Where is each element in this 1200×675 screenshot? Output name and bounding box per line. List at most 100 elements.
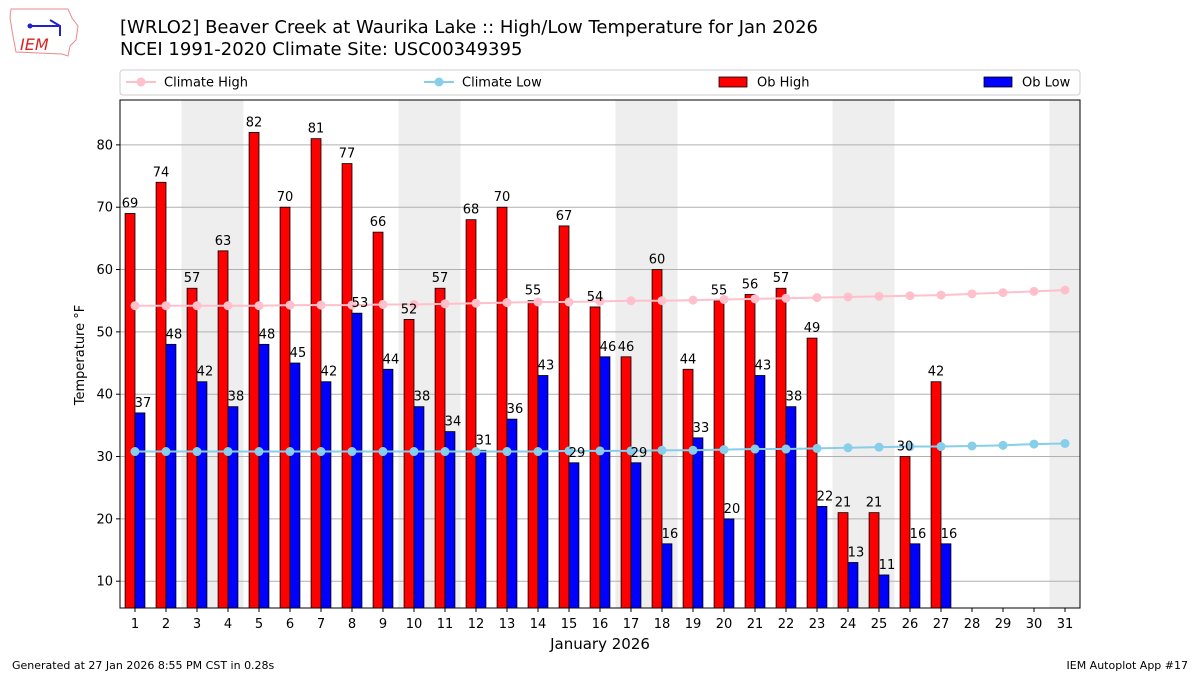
climate-low-point [936,442,946,452]
ob-high-label: 54 [587,290,604,305]
ob-low-label: 48 [166,327,183,342]
climate-high-point [843,292,853,302]
climate-low-point [812,443,822,453]
ob-low-label: 11 [879,558,896,573]
x-tick-label: 18 [654,617,671,632]
ob-low-label: 31 [476,433,493,448]
climate-high-point [285,300,295,310]
climate-low-point [502,447,512,457]
ob-low-label: 33 [693,421,710,436]
x-tick-label: 7 [317,617,325,632]
climate-low-point [626,446,636,456]
climate-high-point [161,301,171,311]
ob-low-bar [258,343,270,609]
climate-high-point [1060,285,1070,295]
climate-low-point [1060,438,1070,448]
climate-high-point [533,297,543,307]
ob-low-label: 45 [290,346,307,361]
footer-app: IEM Autoplot App #17 [1066,659,1189,672]
ob-high-label: 57 [432,271,449,286]
climate-high-point [440,299,450,309]
ob-low-label: 16 [662,527,679,542]
ob-high-label: 42 [928,365,945,380]
ob-low-bar [320,381,332,609]
x-tick-label: 11 [437,617,454,632]
ob-high-label: 44 [680,352,697,367]
ob-high-bar [558,225,570,609]
ob-high-bar [651,269,663,609]
ob-high-bar [155,181,167,609]
climate-high-point [564,297,574,307]
y-axis-label: Temperature °F [73,305,88,406]
ob-high-bar [341,163,353,609]
legend-ob-high: Ob High [757,76,810,91]
ob-high-label: 56 [742,277,759,292]
ob-high-label: 81 [308,122,325,137]
ob-low-label: 20 [724,502,741,517]
ob-low-label: 42 [197,365,214,380]
climate-low-point [874,442,884,452]
x-tick-label: 3 [193,617,201,632]
climate-low-point [564,446,574,456]
ob-low-bar [134,412,146,609]
ob-low-bar [568,462,580,609]
ob-low-bar [847,562,859,609]
climate-low-point [533,447,543,457]
x-tick-label: 27 [933,617,950,632]
climate-low-point [130,447,140,457]
ob-low-label: 34 [445,415,462,430]
legend-climate-low: Climate Low [462,76,542,91]
ob-high-bar [372,231,384,609]
ob-high-label: 46 [618,340,635,355]
ob-high-bar [620,356,632,609]
climate-low-point [905,442,915,452]
ob-high-label: 21 [835,496,852,511]
iem-logo: IEM [8,6,80,62]
ob-high-label: 82 [246,115,263,130]
ob-low-bar [289,362,301,609]
ob-high-label: 30 [897,440,914,455]
ob-low-bar [599,356,611,609]
climate-high-point [130,301,140,311]
x-tick-label: 10 [406,617,423,632]
ob-high-bar [682,368,694,609]
x-tick-label: 12 [468,617,485,632]
ob-high-bar [310,138,322,609]
ob-low-bar [196,381,208,609]
x-tick-label: 30 [1026,617,1043,632]
legend: Climate High Climate Low Ob High Ob Low [119,69,1081,96]
climate-low-point [719,445,729,455]
ob-low-bar [909,543,921,609]
ob-low-label: 44 [383,352,400,367]
climate-low-point [750,444,760,454]
ob-low-label: 38 [228,390,245,405]
ob-low-label: 42 [321,365,338,380]
ob-low-label: 43 [538,359,555,374]
ob-high-bar [465,219,477,609]
legend-ob-low-swatch [983,76,1013,88]
ob-low-bar [723,518,735,609]
ob-high-label: 74 [153,165,170,180]
x-tick-label: 17 [623,617,640,632]
y-tick-label: 30 [96,450,113,465]
ob-high-bar [868,512,880,609]
climate-low-point [409,447,419,457]
ob-high-bar [806,337,818,609]
ob-high-label: 21 [866,496,883,511]
x-tick-label: 5 [255,617,263,632]
ob-high-label: 57 [184,271,201,286]
climate-low-point [254,447,264,457]
ob-low-bar [165,343,177,609]
climate-low-point [1029,439,1039,449]
plot-frame [119,99,1081,609]
ob-high-label: 68 [463,203,480,218]
x-tick-label: 6 [286,617,294,632]
x-tick-label: 29 [995,617,1012,632]
ob-high-bar [279,206,291,609]
climate-high-point [471,298,481,308]
ob-low-bar [754,375,766,609]
climate-low-point [657,445,667,455]
x-tick-label: 4 [224,617,232,632]
ob-low-label: 29 [569,446,586,461]
